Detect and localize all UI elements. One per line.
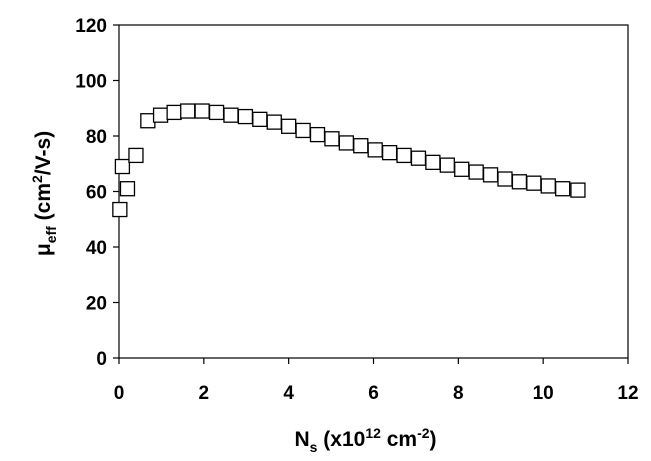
data-point: [166, 104, 182, 121]
x-title-superscript-2: -2: [417, 425, 430, 441]
data-point: [482, 167, 499, 183]
data-point: [526, 175, 542, 191]
data-point: [570, 182, 586, 198]
data-point: [114, 158, 131, 175]
series-markers: [112, 103, 586, 218]
data-point: [194, 103, 210, 119]
data-point: [396, 147, 412, 164]
y-title-superscript: 2: [29, 175, 45, 183]
y-axis-title: μeff (cm2/V-s): [29, 131, 59, 256]
x-tick-label: 10: [533, 383, 554, 404]
x-tick-label: 12: [617, 383, 638, 404]
x-title-unit: cm: [381, 428, 417, 451]
data-point: [353, 138, 369, 154]
x-tick-label: 2: [199, 383, 210, 404]
data-point: [128, 147, 144, 164]
data-point: [208, 104, 225, 121]
data-point: [468, 164, 484, 180]
data-point: [112, 201, 128, 218]
y-title-unit: /V-s): [32, 131, 55, 175]
y-tick-label: 40: [86, 238, 107, 259]
data-point: [223, 107, 239, 123]
x-title-subscript: s: [310, 439, 318, 455]
data-point: [338, 135, 355, 151]
data-point: [140, 113, 156, 129]
data-point: [381, 144, 398, 161]
y-title-subscript: eff: [43, 226, 59, 243]
data-point: [309, 126, 326, 143]
data-point: [119, 181, 136, 197]
data-point: [439, 157, 455, 173]
y-tick-label: 120: [75, 16, 107, 37]
x-axis-title: Ns (x1012 cm-2): [294, 425, 436, 455]
y-title-main: μ: [32, 243, 55, 256]
data-point: [237, 108, 254, 125]
data-point: [454, 161, 470, 177]
y-tick-label: 100: [75, 72, 107, 93]
data-point: [497, 171, 513, 187]
data-point: [324, 131, 340, 147]
data-point: [281, 118, 297, 134]
x-title-close: ): [430, 428, 437, 451]
data-point: [180, 103, 196, 119]
y-tick-label: 60: [86, 183, 107, 204]
x-tick-label: 8: [453, 383, 464, 404]
x-title-superscript: 12: [365, 425, 381, 441]
y-tick-label: 20: [86, 294, 107, 315]
data-point: [295, 122, 311, 139]
x-title-pre: (x10: [317, 428, 365, 451]
data-point: [555, 181, 571, 197]
data-point: [410, 150, 427, 166]
y-tick-label: 80: [86, 127, 107, 148]
x-tick-label: 0: [114, 383, 125, 404]
data-point: [540, 178, 556, 194]
data-point: [152, 107, 169, 123]
data-point: [266, 114, 282, 130]
y-tick-label: 0: [96, 349, 107, 370]
x-title-main: N: [294, 428, 309, 451]
data-point: [252, 111, 268, 127]
x-tick-label: 4: [283, 383, 294, 404]
data-point: [511, 174, 528, 190]
y-title-pre: (cm: [32, 183, 55, 226]
x-tick-label: 6: [368, 383, 379, 404]
data-point: [425, 154, 441, 171]
data-point: [367, 142, 383, 158]
